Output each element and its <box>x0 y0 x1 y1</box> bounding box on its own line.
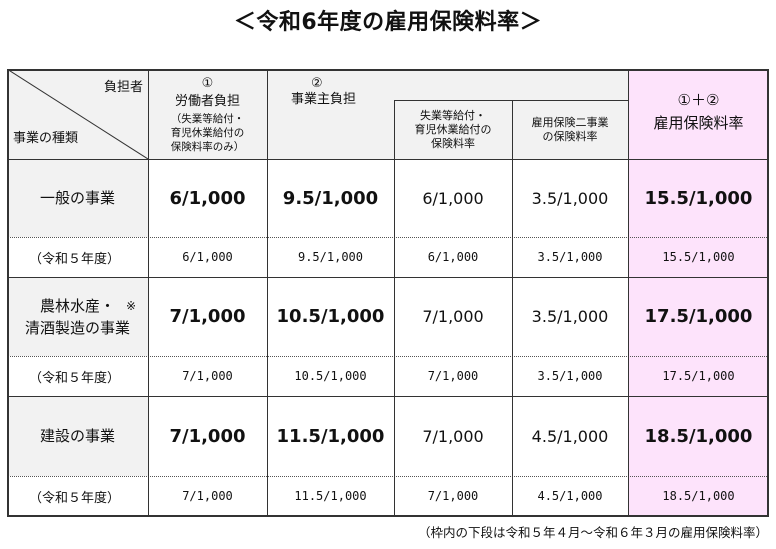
header-employer-title: 事業主負担 <box>291 91 357 107</box>
dotted-divider <box>7 476 769 477</box>
previous-rate-value: 6/1,000 <box>427 250 479 264</box>
current-rate-value: 6/1,000 <box>169 187 246 209</box>
header-employer-number: ② <box>311 75 323 91</box>
current-rate-value: 7/1,000 <box>169 425 246 447</box>
table-rule <box>7 69 9 516</box>
current-rate-value: 7/1,000 <box>422 426 484 446</box>
previous-rate-value: 9.5/1,000 <box>297 250 364 264</box>
current-rate-value: 9.5/1,000 <box>282 187 379 209</box>
table-rule <box>267 69 268 516</box>
current-rate-value: 15.5/1,000 <box>644 187 753 209</box>
previous-rate-value: 3.5/1,000 <box>537 369 603 383</box>
header-total-title: 雇用保険料率 <box>653 113 744 132</box>
table-rule <box>7 277 769 278</box>
dotted-divider <box>7 356 769 357</box>
insurance-rate-table: 負担者事業の種類 ① 労働者負担 （失業等給付・ 育児休業給付の 保険料率のみ） ② 事業… <box>7 69 769 517</box>
header-employer-sub-two-projects: 雇用保険二事業 の保険料率 <box>531 115 609 143</box>
header-employer-sub-unemployment: 失業等給付・ 育児休業給付の 保険料率 <box>414 108 492 150</box>
current-rate-value: 10.5/1,000 <box>276 306 385 327</box>
previous-rate-value: 18.5/1,000 <box>662 489 735 503</box>
previous-rate-value: 7/1,000 <box>427 369 479 383</box>
header-business-type-label: 事業の種類 <box>13 130 79 146</box>
row-business-type: 建設の事業 <box>39 427 115 445</box>
previous-rate-value: 3.5/1,000 <box>537 250 603 264</box>
header-burden-label: 負担者 <box>103 79 143 95</box>
previous-rate-value: 7/1,000 <box>182 489 233 503</box>
current-rate-value: 11.5/1,000 <box>276 425 385 447</box>
table-rule <box>767 69 769 516</box>
page-title: ＜令和6年度の雇用保険料率＞ <box>233 10 543 35</box>
current-rate-value: 6/1,000 <box>422 188 484 208</box>
footnote: （枠内の下段は令和５年４月～令和６年３月の雇用保険料率） <box>417 525 768 540</box>
previous-rate-value: 4.5/1,000 <box>537 489 603 503</box>
header-worker-number: ① <box>201 75 214 91</box>
table-rule <box>628 69 629 516</box>
diagonal-divider <box>7 69 148 159</box>
current-rate-value: 7/1,000 <box>422 307 484 326</box>
cell-background <box>7 396 148 476</box>
previous-rate-value: 7/1,000 <box>182 369 233 383</box>
row-business-type: 一般の事業 <box>39 189 115 207</box>
note-mark: ※ <box>125 299 136 313</box>
row-previous-year-label: （令和５年度） <box>29 370 121 386</box>
current-rate-value: 3.5/1,000 <box>531 307 609 326</box>
table-rule <box>7 69 769 71</box>
table-rule <box>394 100 628 101</box>
table-rule <box>394 100 395 516</box>
current-rate-value: 4.5/1,000 <box>531 426 609 446</box>
current-rate-value: 3.5/1,000 <box>531 188 609 208</box>
row-previous-year-label: （令和５年度） <box>29 490 121 506</box>
dotted-divider <box>7 237 769 238</box>
current-rate-value: 7/1,000 <box>169 306 246 327</box>
header-worker-title: 労働者負担 <box>174 93 240 109</box>
table-rule <box>7 396 769 397</box>
previous-rate-value: 6/1,000 <box>182 250 233 264</box>
previous-rate-value: 15.5/1,000 <box>662 250 735 264</box>
table-rule <box>7 515 769 517</box>
cell-background <box>7 159 148 237</box>
previous-rate-value: 7/1,000 <box>427 489 479 503</box>
table-rule <box>512 100 513 516</box>
row-business-type: 農林水産・ 清酒製造の事業 ※ <box>24 296 136 337</box>
previous-rate-value: 17.5/1,000 <box>662 369 735 383</box>
current-rate-value: 17.5/1,000 <box>644 306 753 327</box>
cell-background <box>7 277 148 356</box>
previous-rate-value: 11.5/1,000 <box>294 489 367 503</box>
header-total-number: ①＋② <box>677 90 720 109</box>
cell-background <box>628 69 769 516</box>
row-previous-year-label: （令和５年度） <box>29 251 121 267</box>
cell-background <box>7 69 628 159</box>
current-rate-value: 18.5/1,000 <box>644 425 753 447</box>
previous-rate-value: 10.5/1,000 <box>294 369 367 383</box>
header-worker-subtitle: （失業等給付・ 育児休業給付の 保険料率のみ） <box>170 113 245 153</box>
table-rule <box>148 69 149 516</box>
table-rule <box>7 159 769 160</box>
